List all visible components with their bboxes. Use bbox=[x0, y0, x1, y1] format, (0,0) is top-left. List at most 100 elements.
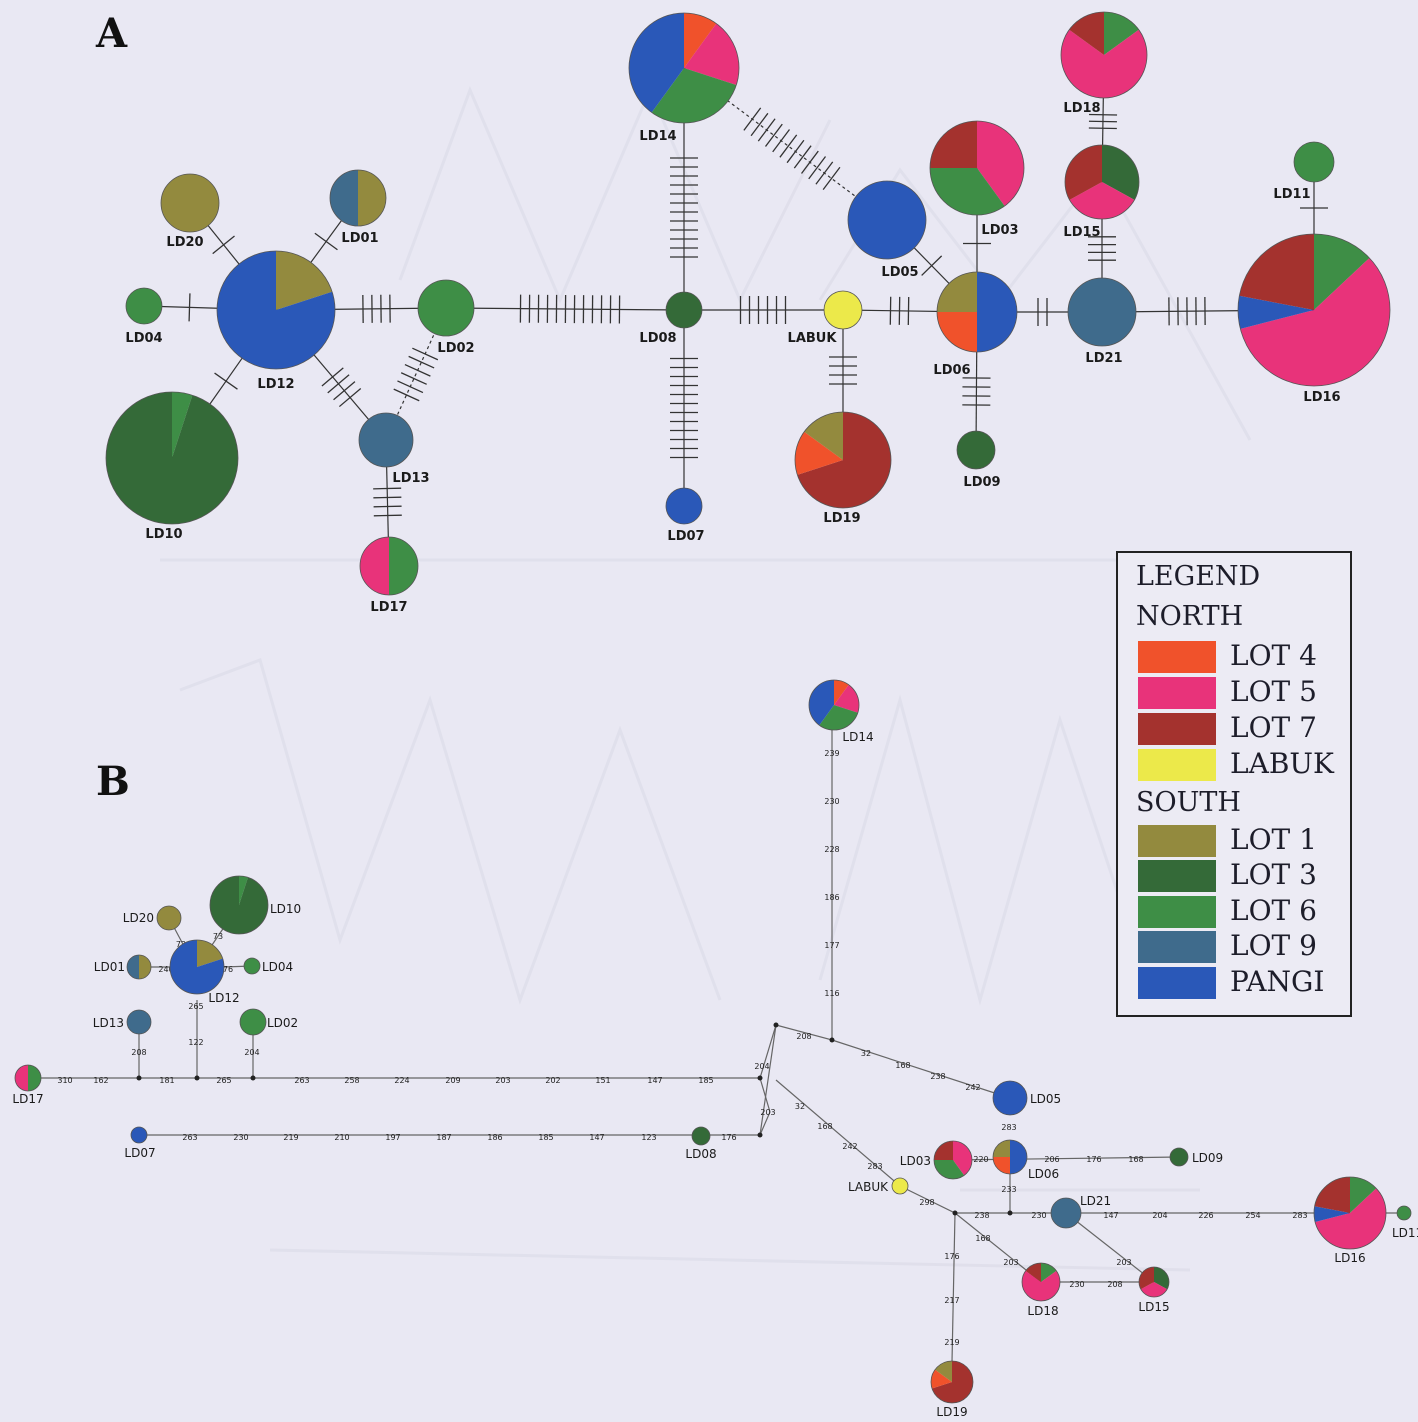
edge-label: 220 bbox=[973, 1155, 988, 1164]
panel-a-nodes: LD01LD02LD03LD04LD05LD06LD07LD08LD09LD10… bbox=[106, 12, 1390, 615]
node-label-a-labuk: LABUK bbox=[788, 331, 838, 346]
haplotype-node-ld17 bbox=[360, 537, 418, 595]
legend-swatch-lot6 bbox=[1138, 896, 1216, 928]
node-label-b-ld01: LD01 bbox=[94, 960, 125, 974]
haplotype-node-ld04 bbox=[244, 958, 260, 974]
edge-label: 226 bbox=[1198, 1211, 1213, 1220]
mutation-tick bbox=[189, 293, 190, 321]
haplotype-node-ld21 bbox=[1068, 278, 1136, 346]
haplotype-node-ld04 bbox=[126, 288, 162, 324]
edge-label: 204 bbox=[754, 1062, 769, 1071]
node-label-a-ld17: LD17 bbox=[370, 600, 407, 615]
node-label-b-ld17: LD17 bbox=[12, 1092, 43, 1106]
haplotype-node-ld20 bbox=[157, 906, 181, 930]
junction-dot bbox=[137, 1076, 142, 1081]
edge-label: 185 bbox=[538, 1133, 553, 1142]
haplotype-node-ld18 bbox=[1022, 1263, 1060, 1301]
haplotype-node-ld09 bbox=[1170, 1148, 1188, 1166]
legend-swatch-lot4 bbox=[1138, 641, 1216, 673]
haplotype-node-ld15 bbox=[1065, 145, 1139, 219]
haplotype-node-ld06 bbox=[993, 1140, 1027, 1174]
mutation-tick bbox=[322, 368, 343, 386]
legend-label-lot9: LOT 9 bbox=[1230, 929, 1317, 962]
legend-swatch-lot7 bbox=[1138, 713, 1216, 745]
edge-label: 203 bbox=[495, 1076, 510, 1085]
edge-label: 283 bbox=[1292, 1211, 1307, 1220]
edge-label: 32 bbox=[861, 1049, 871, 1058]
haplotype-node-labuk bbox=[892, 1178, 908, 1194]
junction-dot bbox=[830, 1038, 835, 1043]
node-label-b-ld13: LD13 bbox=[93, 1016, 124, 1030]
edge-label: 217 bbox=[944, 1296, 959, 1305]
node-label-b-ld09: LD09 bbox=[1192, 1151, 1223, 1165]
haplotype-node-ld17 bbox=[15, 1065, 41, 1091]
node-label-a-ld12: LD12 bbox=[257, 377, 294, 392]
node-label-a-ld16: LD16 bbox=[1303, 390, 1340, 405]
node-label-b-ld15: LD15 bbox=[1138, 1300, 1169, 1314]
haplotype-node-ld09 bbox=[957, 431, 995, 469]
node-label-a-ld03: LD03 bbox=[981, 223, 1018, 238]
edge-label: 176 bbox=[944, 1252, 959, 1261]
node-label-b-ld18: LD18 bbox=[1027, 1304, 1058, 1318]
edge-label: 230 bbox=[1031, 1211, 1046, 1220]
edge-label: 122 bbox=[188, 1038, 203, 1047]
edge-label: 76 bbox=[223, 965, 233, 974]
haplotype-node-ld06 bbox=[937, 272, 1017, 352]
edge-label: 208 bbox=[131, 1048, 146, 1057]
mutation-tick bbox=[315, 233, 338, 250]
node-label-a-ld06: LD06 bbox=[933, 363, 970, 378]
legend-group-north: NORTH bbox=[1136, 601, 1243, 632]
node-label-a-ld21: LD21 bbox=[1085, 351, 1122, 366]
node-label-a-ld18: LD18 bbox=[1063, 101, 1100, 116]
haplotype-node-ld11 bbox=[1294, 142, 1334, 182]
legend-swatch-lot9 bbox=[1138, 931, 1216, 963]
node-label-a-ld07: LD07 bbox=[667, 529, 704, 544]
legend-swatch-lot3 bbox=[1138, 860, 1216, 892]
node-label-a-ld15: LD15 bbox=[1063, 225, 1100, 240]
edge-label: 176 bbox=[721, 1133, 736, 1142]
edge-label: 162 bbox=[93, 1076, 108, 1085]
junction-dot bbox=[1008, 1211, 1013, 1216]
edge-label: 181 bbox=[159, 1076, 174, 1085]
edge-label: 73 bbox=[213, 932, 223, 941]
haplotype-node-ld14 bbox=[629, 13, 739, 123]
mutation-tick bbox=[412, 348, 437, 360]
edge-label: 238 bbox=[974, 1211, 989, 1220]
link-b-16 bbox=[1066, 1213, 1154, 1282]
edge-label: 310 bbox=[57, 1076, 72, 1085]
edge-label: 204 bbox=[244, 1048, 259, 1057]
node-label-b-ld16: LD16 bbox=[1334, 1251, 1365, 1265]
node-label-a-ld11: LD11 bbox=[1273, 187, 1310, 202]
haplotype-node-ld03 bbox=[934, 1141, 972, 1179]
node-label-a-ld19: LD19 bbox=[823, 511, 860, 526]
edge-label: 265 bbox=[188, 1002, 203, 1011]
edge-label: 168 bbox=[817, 1122, 832, 1131]
legend: LEGEND NORTH LOT 4 LOT 5 LOT 7 LABUK SOU… bbox=[1116, 551, 1352, 1017]
edge-label: 147 bbox=[1103, 1211, 1118, 1220]
mutation-tick bbox=[339, 388, 360, 406]
haplotype-node-ld12 bbox=[170, 940, 224, 994]
edge-label: 258 bbox=[344, 1076, 359, 1085]
edge-label: 177 bbox=[824, 941, 839, 950]
haplotype-node-ld11 bbox=[1397, 1206, 1411, 1220]
edge-label: 204 bbox=[1152, 1211, 1167, 1220]
haplotype-node-ld05 bbox=[848, 181, 926, 259]
haplotype-node-ld02 bbox=[418, 280, 474, 336]
node-label-b-ld04: LD04 bbox=[262, 960, 293, 974]
edge-label: 228 bbox=[824, 845, 839, 854]
edge-label: 283 bbox=[1001, 1123, 1016, 1132]
legend-label-labuk: LABUK bbox=[1230, 747, 1334, 780]
edge-label: 202 bbox=[545, 1076, 560, 1085]
edge-label: 32 bbox=[795, 1102, 805, 1111]
haplotype-node-ld01 bbox=[330, 170, 386, 226]
edge-label: 147 bbox=[647, 1076, 662, 1085]
edge-label: 265 bbox=[216, 1076, 231, 1085]
node-label-a-ld02: LD02 bbox=[437, 341, 474, 356]
haplotype-node-ld10 bbox=[210, 876, 268, 934]
edge-label: 186 bbox=[824, 893, 839, 902]
edge-label: 186 bbox=[487, 1133, 502, 1142]
legend-label-lot5: LOT 5 bbox=[1230, 675, 1317, 708]
node-label-a-ld08: LD08 bbox=[639, 331, 676, 346]
edge-label: 230 bbox=[824, 797, 839, 806]
